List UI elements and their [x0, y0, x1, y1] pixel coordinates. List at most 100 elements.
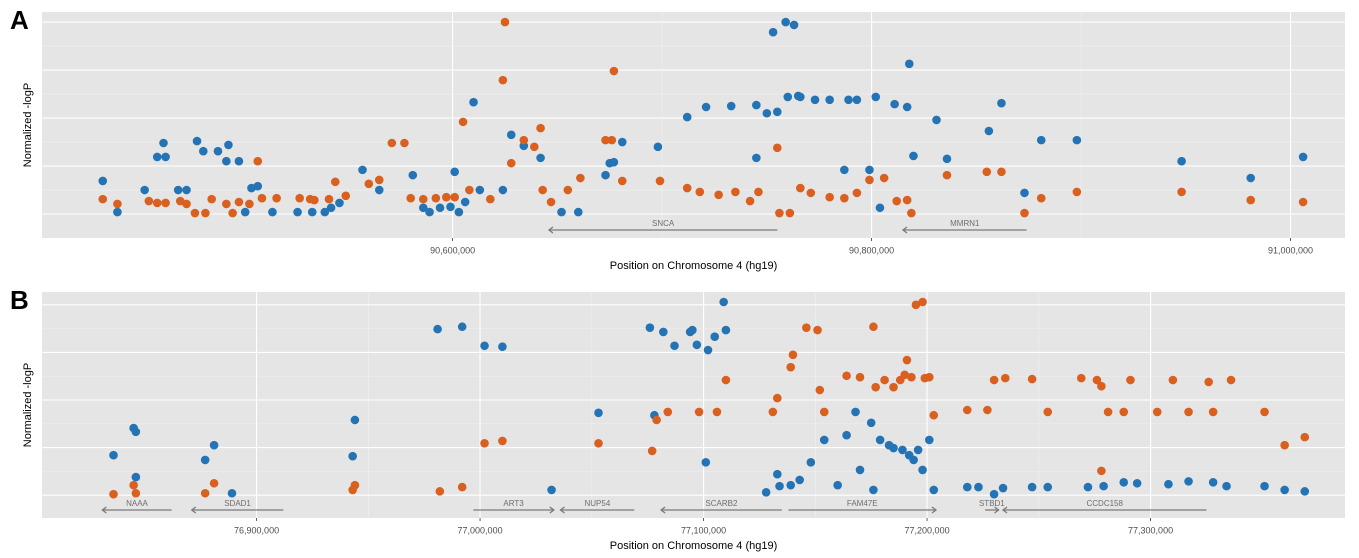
x-tick-label: 77,300,000	[1128, 525, 1173, 535]
point	[1083, 482, 1093, 492]
point	[295, 193, 304, 203]
point	[131, 472, 141, 482]
point	[98, 194, 108, 204]
gene-label: ART3	[503, 499, 524, 508]
point	[840, 193, 849, 203]
point	[1072, 135, 1082, 145]
point	[773, 469, 782, 479]
point	[902, 195, 912, 205]
point	[796, 183, 805, 193]
point	[726, 101, 736, 111]
point	[889, 443, 898, 453]
point	[109, 450, 118, 460]
gene-arrowhead	[901, 226, 908, 234]
point	[712, 407, 722, 417]
point	[761, 488, 771, 497]
point	[1076, 373, 1086, 383]
point	[1097, 381, 1106, 391]
point	[460, 197, 470, 207]
gene-arrowhead	[660, 506, 666, 514]
point	[200, 455, 210, 465]
point	[789, 20, 799, 30]
point	[529, 142, 539, 152]
point	[374, 175, 384, 185]
point	[1300, 432, 1310, 442]
x-tick-label: 90,800,000	[849, 245, 894, 255]
point	[840, 165, 849, 175]
gene-arrowhead	[549, 506, 555, 514]
point	[1177, 187, 1186, 197]
point	[182, 199, 191, 209]
point	[400, 138, 409, 148]
point	[1126, 375, 1135, 385]
point	[880, 375, 889, 385]
point	[1119, 407, 1129, 417]
point	[358, 165, 367, 175]
point	[907, 208, 916, 218]
point	[485, 194, 495, 204]
point	[694, 407, 704, 417]
point	[224, 140, 233, 150]
point	[1298, 152, 1308, 162]
point	[653, 142, 663, 152]
point	[785, 208, 795, 218]
point	[852, 188, 862, 198]
point	[209, 440, 219, 450]
point	[1208, 478, 1218, 487]
point	[480, 341, 489, 351]
point	[942, 154, 952, 164]
point	[962, 405, 972, 415]
point	[1043, 407, 1053, 417]
point	[825, 95, 834, 105]
point	[152, 198, 162, 208]
point	[199, 146, 208, 156]
point	[268, 207, 277, 217]
point	[1300, 487, 1310, 496]
point	[293, 207, 302, 217]
point	[1072, 187, 1082, 197]
point	[719, 297, 728, 307]
point	[983, 405, 992, 415]
point	[879, 173, 889, 183]
point	[786, 480, 796, 490]
point	[442, 192, 451, 202]
point	[833, 480, 842, 490]
point	[557, 207, 566, 217]
point	[129, 480, 138, 490]
point	[701, 458, 711, 467]
point	[182, 185, 191, 195]
panel-label: B	[10, 285, 29, 315]
point	[775, 481, 784, 491]
point	[775, 208, 784, 218]
point	[783, 92, 793, 102]
x-tick-label: 77,000,000	[458, 525, 503, 535]
point	[207, 194, 216, 204]
point	[245, 199, 254, 209]
point	[113, 207, 122, 217]
point	[1298, 197, 1308, 207]
point	[131, 427, 141, 437]
point	[341, 191, 351, 201]
point	[519, 135, 529, 145]
point	[234, 197, 244, 207]
point	[806, 458, 816, 467]
point	[745, 196, 755, 206]
point	[144, 196, 154, 206]
point	[418, 194, 428, 204]
point	[688, 325, 697, 335]
point	[498, 75, 508, 85]
point	[815, 385, 825, 395]
point	[320, 207, 330, 217]
point	[617, 137, 627, 147]
point	[1103, 407, 1113, 417]
point	[909, 151, 918, 161]
point	[131, 488, 141, 498]
point	[161, 198, 170, 208]
point	[348, 485, 357, 495]
point	[1152, 407, 1162, 417]
point	[825, 192, 834, 202]
point	[609, 66, 619, 76]
point	[855, 372, 865, 382]
x-axis-title: Position on Chromosome 4 (hg19)	[610, 260, 778, 272]
